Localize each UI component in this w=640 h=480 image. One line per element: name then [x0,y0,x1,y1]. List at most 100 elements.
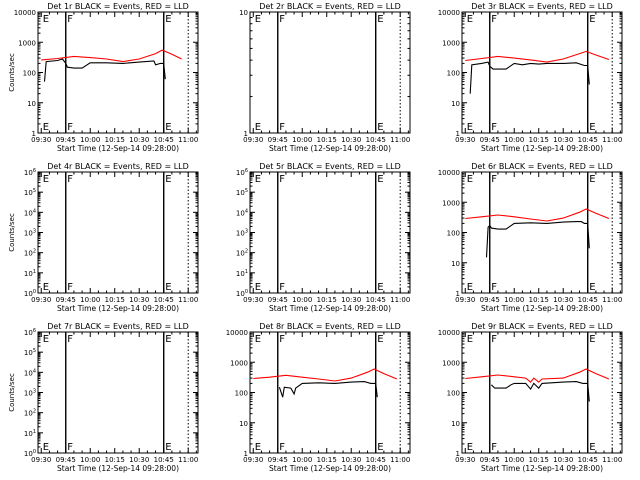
y-axis-label: Counts/sec [8,53,16,92]
y-tick-base: 10 [236,250,245,258]
x-tick-label: 10:30 [341,456,361,464]
y-tick-label: 10000 [14,9,36,17]
y-tick-base: 10 [24,230,33,238]
x-tick-label: 10:45 [366,136,386,144]
x-tick-label: 09:30 [31,296,51,304]
y-tick-label: 1000 [442,199,460,207]
x-tick-label: 10:00 [504,136,524,144]
y-tick-base: 10 [236,230,245,238]
y-tick-label: 1 [244,130,248,138]
y-tick-exponent: 1 [33,269,36,275]
flag-bottom-e: E [255,282,261,293]
x-tick-label: 11:00 [178,456,198,464]
flag-bottom-e: E [255,122,261,133]
plot-frame [37,11,199,134]
x-tick-label: 11:00 [602,136,622,144]
series-line-black-events [278,381,378,398]
flag-top-f: F [279,14,285,25]
y-tick-base: 10 [24,390,33,398]
flag-bottom-e: E [43,442,49,453]
chart-title: Det 5r BLACK = Events, RED = LLD [259,162,401,171]
x-tick-label: 10:30 [129,136,149,144]
x-tick-label: 10:15 [317,456,337,464]
series-line-black-events [491,381,590,402]
chart-title: Det 8r BLACK = Events, RED = LLD [259,322,401,331]
chart-title: Det 6r BLACK = Events, RED = LLD [471,162,613,171]
x-axis-label: Start Time (12-Sep-14 09:28:00) [269,304,391,313]
flag-top-e: E [165,174,171,185]
flag-top-e: E [467,174,473,185]
x-tick-label: 10:45 [366,296,386,304]
x-tick-label: 10:45 [578,456,598,464]
flag-bottom-e: E [467,282,473,293]
y-tick-label: 1000 [442,359,460,367]
flag-bottom-f: F [491,442,497,453]
chart-title: Det 3r BLACK = Events, RED = LLD [471,2,613,11]
y-tick-label: 100 [24,449,36,458]
y-tick-exponent: 2 [245,249,248,255]
y-tick-base: 10 [24,450,33,458]
x-tick-label: 10:30 [553,456,573,464]
flag-bottom-e: E [589,442,595,453]
flag-bottom-f: F [491,122,497,133]
plot-frame [461,11,623,134]
chart-panel-9: Det 9r BLACK = Events, RED = LLD 1 10 100 10… [438,322,623,473]
y-tick-exponent: 4 [245,208,248,214]
y-tick-label: 101 [24,429,36,438]
flag-top-e: E [165,334,171,345]
x-tick-label: 09:45 [268,456,288,464]
chart-panel-4: Det 4r BLACK = Events, RED = LLD10010110… [8,162,199,313]
flag-bottom-e: E [43,282,49,293]
y-tick-base: 10 [236,209,245,217]
flag-top-e: E [255,14,261,25]
y-tick-exponent: 5 [33,348,36,354]
y-tick-label: 100 [447,70,460,78]
series-line-black-events [43,58,166,82]
flag-top-e: E [165,14,171,25]
y-tick-exponent: 0 [33,449,36,455]
x-tick-label: 09:30 [31,136,51,144]
x-tick-label: 10:15 [105,136,125,144]
y-tick-label: 105 [24,188,36,197]
x-axis-label: Start Time (12-Sep-14 09:28:00) [57,144,179,153]
y-tick-base: 10 [24,270,33,278]
y-tick-base: 10 [236,270,245,278]
y-tick-exponent: 5 [245,188,248,194]
y-tick-base: 10 [24,290,33,298]
series-line-red-lld [41,49,182,63]
y-tick-label: 105 [236,188,248,197]
plot-frame [461,171,623,294]
y-tick-label: 103 [236,229,248,238]
y-tick-exponent: 5 [33,188,36,194]
x-axis-label: Start Time (12-Sep-14 09:28:00) [57,464,179,473]
x-tick-label: 09:30 [243,136,263,144]
flag-bottom-e: E [255,442,261,453]
y-tick-base: 10 [24,349,33,357]
flag-bottom-f: F [67,442,73,453]
x-tick-label: 11:00 [178,296,198,304]
x-tick-label: 10:30 [341,296,361,304]
series-line-black-events [469,61,590,94]
x-tick-label: 09:45 [480,136,500,144]
y-tick-label: 10000 [438,9,460,17]
x-tick-label: 10:45 [578,136,598,144]
y-tick-label: 10 [239,9,248,17]
y-tick-label: 103 [24,229,36,238]
x-tick-label: 09:45 [56,296,76,304]
x-tick-label: 11:00 [390,296,410,304]
x-tick-label: 09:45 [480,296,500,304]
flag-bottom-e: E [467,122,473,133]
y-tick-label: 102 [236,249,248,258]
x-tick-label: 10:00 [292,296,312,304]
x-tick-label: 10:15 [529,296,549,304]
x-tick-label: 09:30 [455,296,475,304]
y-tick-exponent: 4 [33,208,36,214]
y-tick-label: 105 [24,348,36,357]
y-tick-exponent: 6 [245,168,248,174]
x-tick-label: 10:15 [529,456,549,464]
y-tick-label: 106 [24,328,36,337]
y-tick-exponent: 3 [33,229,36,235]
flag-bottom-f: F [67,122,73,133]
x-tick-label: 09:45 [268,296,288,304]
flag-bottom-f: F [279,122,285,133]
